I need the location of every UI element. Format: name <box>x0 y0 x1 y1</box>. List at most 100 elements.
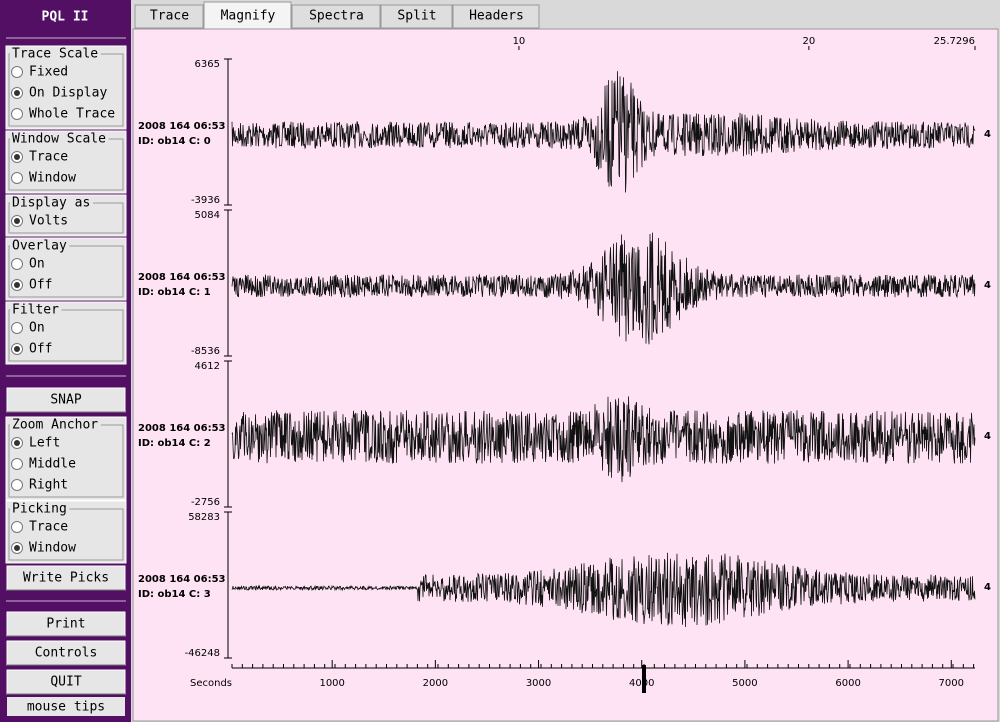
bottom-tick-label: 2000 <box>423 678 448 689</box>
tab-label[interactable]: Headers <box>469 9 524 24</box>
radio-label[interactable]: Window <box>29 171 76 186</box>
trace-max: 4612 <box>195 361 220 372</box>
radio-label[interactable]: Off <box>29 342 52 357</box>
radio-label[interactable]: Middle <box>29 457 76 472</box>
radio-dot <box>14 154 20 160</box>
radio-label[interactable]: Fixed <box>29 65 68 80</box>
waveform <box>231 71 976 193</box>
button-label[interactable]: SNAP <box>50 393 81 408</box>
radio[interactable] <box>11 521 23 533</box>
button[interactable] <box>6 565 126 591</box>
tab[interactable] <box>452 4 540 29</box>
radio-label[interactable]: On <box>29 257 45 272</box>
trace-flag: 4 <box>984 431 991 442</box>
radio-dot <box>14 346 20 352</box>
bottom-tick-label: 4000 <box>629 678 654 689</box>
button[interactable] <box>6 387 126 413</box>
label-bg <box>10 503 70 516</box>
waveform <box>231 232 976 345</box>
button[interactable] <box>6 669 126 695</box>
top-tick-label: 20 <box>803 36 816 47</box>
trace-min: -46248 <box>185 648 220 659</box>
radio-dot <box>14 90 20 96</box>
radio[interactable] <box>11 479 23 491</box>
radio-label[interactable]: Trace <box>29 150 68 165</box>
footer-box <box>7 697 125 716</box>
trace-id: ID: ob14 C: 0 <box>138 136 211 147</box>
group-label: Filter <box>12 303 59 318</box>
group-label: Trace Scale <box>12 47 98 62</box>
tab[interactable] <box>380 4 453 29</box>
trace-max: 6365 <box>195 59 220 70</box>
radio-dot <box>14 218 20 224</box>
tab-label[interactable]: Split <box>397 9 436 24</box>
radio-label[interactable]: On <box>29 321 45 336</box>
trace-flag: 4 <box>984 129 991 140</box>
radio[interactable] <box>11 458 23 470</box>
button-label[interactable]: Print <box>46 617 85 632</box>
label-bg <box>10 304 62 317</box>
tab-label[interactable]: Spectra <box>309 9 364 24</box>
label-bg <box>10 133 109 146</box>
button-label[interactable]: Write Picks <box>23 571 109 586</box>
button-label[interactable]: QUIT <box>50 675 81 690</box>
label-bg <box>10 197 93 210</box>
label-bg <box>10 240 70 253</box>
tab-label[interactable]: Trace <box>150 9 189 24</box>
trace-flag: 4 <box>984 582 991 593</box>
trace-id: ID: ob14 C: 1 <box>138 287 211 298</box>
button-label[interactable]: Controls <box>35 646 98 661</box>
tab-label[interactable]: Magnify <box>221 9 276 24</box>
button[interactable] <box>6 640 126 666</box>
tab[interactable] <box>203 1 292 30</box>
top-tick-label: 10 <box>513 36 526 47</box>
trace-min: -8536 <box>191 346 220 357</box>
top-tick-label: 25.7296 <box>934 36 975 47</box>
group-label: Window Scale <box>12 132 106 147</box>
radio[interactable] <box>11 322 23 334</box>
label-bg <box>10 419 101 432</box>
group-label: Zoom Anchor <box>12 418 98 433</box>
label-bg <box>10 48 101 61</box>
waveform <box>231 396 976 483</box>
radio-label[interactable]: Right <box>29 478 68 493</box>
waveform <box>231 552 976 628</box>
tab[interactable] <box>291 4 381 29</box>
group-frame <box>8 309 124 362</box>
trace-max: 58283 <box>188 512 220 523</box>
radio[interactable] <box>11 66 23 78</box>
radio-label[interactable]: Window <box>29 541 76 556</box>
radio-label[interactable]: Whole Trace <box>29 107 115 122</box>
group-label: Overlay <box>12 239 67 254</box>
trace-id: ID: ob14 C: 3 <box>138 589 211 600</box>
trace-min: -3936 <box>191 195 220 206</box>
radio-label[interactable]: Off <box>29 278 52 293</box>
radio-label[interactable]: Volts <box>29 214 68 229</box>
tab[interactable] <box>134 4 204 29</box>
app-title: PQL II <box>42 10 89 25</box>
trace-date: 2008 164 06:53 <box>138 272 226 283</box>
trace-flag: 4 <box>984 280 991 291</box>
group-label: Display as <box>12 196 90 211</box>
bottom-tick-label: 1000 <box>319 678 344 689</box>
trace-id: ID: ob14 C: 2 <box>138 438 211 449</box>
radio-dot <box>14 440 20 446</box>
bottom-tick-label: 3000 <box>526 678 551 689</box>
radio-dot <box>14 545 20 551</box>
pick-marker[interactable] <box>642 665 646 693</box>
group-label: Picking <box>12 502 67 517</box>
bottom-tick-label: 6000 <box>835 678 860 689</box>
radio[interactable] <box>11 108 23 120</box>
bottom-tick-label: 5000 <box>732 678 757 689</box>
trace-date: 2008 164 06:53 <box>138 423 226 434</box>
radio-label[interactable]: Trace <box>29 520 68 535</box>
trace-min: -2756 <box>191 497 220 508</box>
radio[interactable] <box>11 172 23 184</box>
footer[interactable]: mouse tips <box>27 700 105 715</box>
radio[interactable] <box>11 258 23 270</box>
bottom-tick-label: 7000 <box>939 678 964 689</box>
radio-dot <box>14 282 20 288</box>
radio-label[interactable]: Left <box>29 436 60 451</box>
radio-label[interactable]: On Display <box>29 86 107 101</box>
